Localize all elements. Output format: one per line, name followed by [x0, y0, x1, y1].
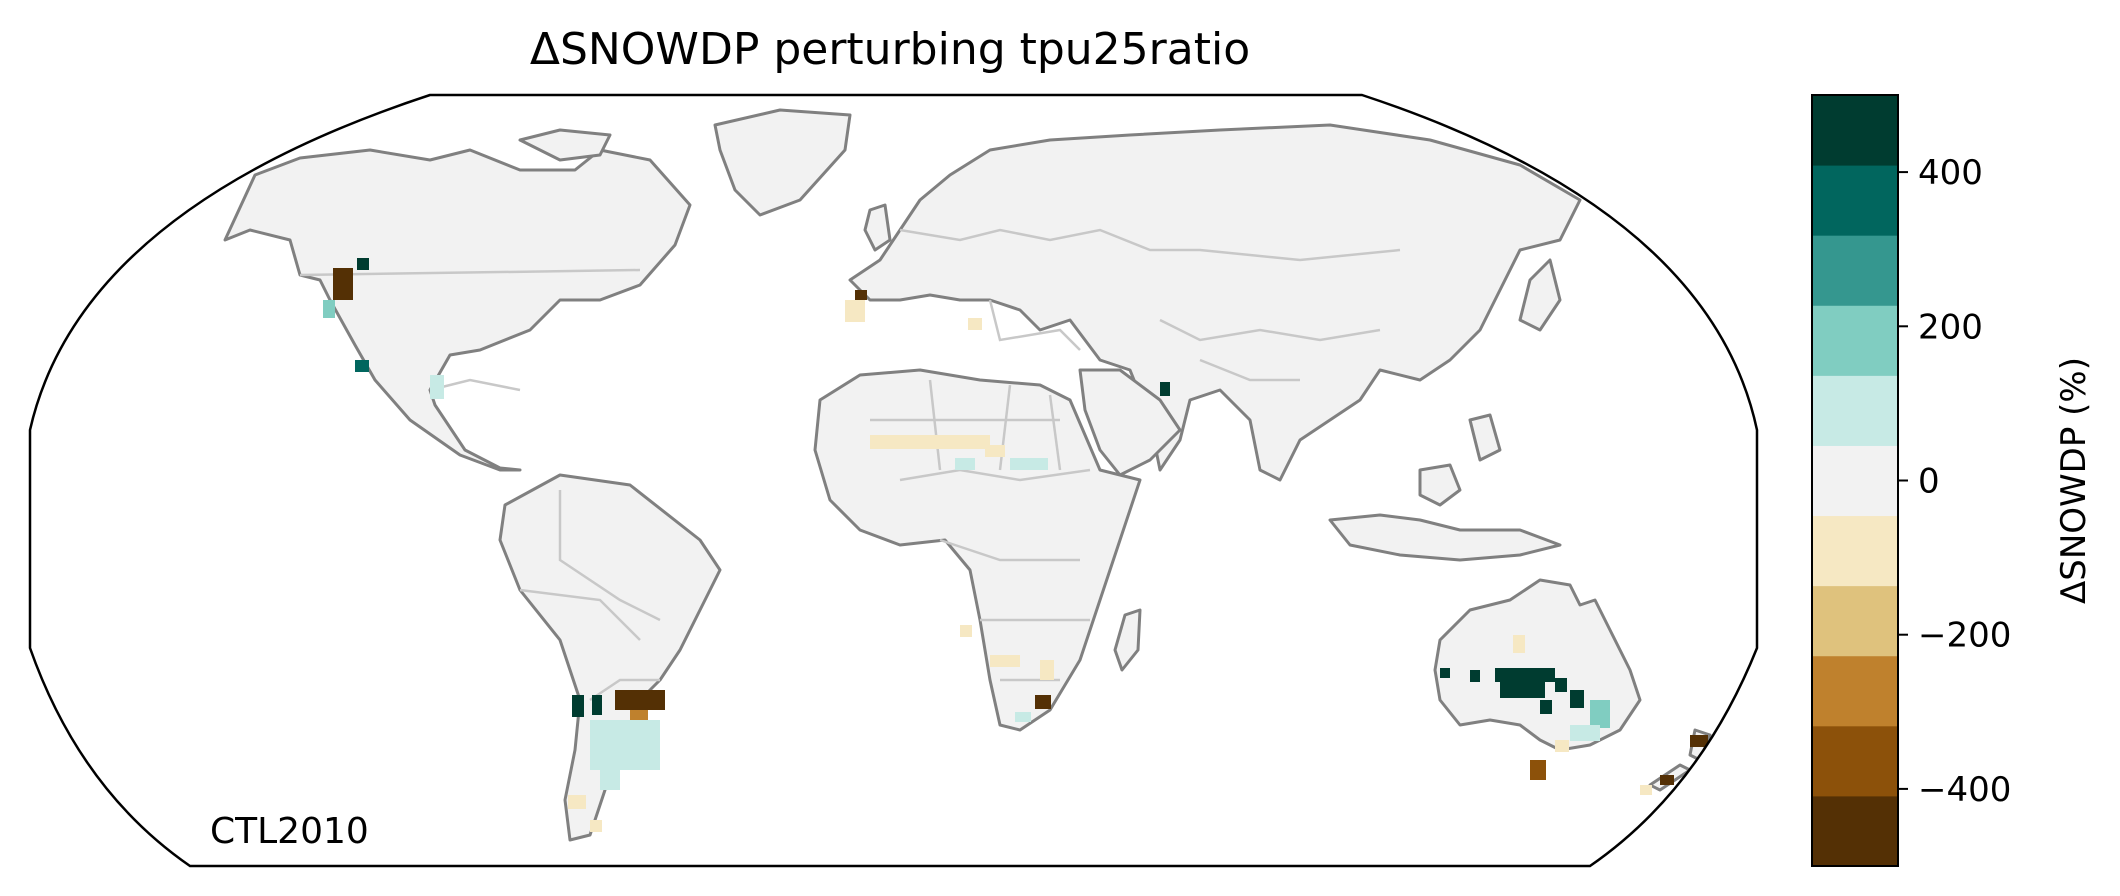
landmass-madagascar: [1113, 608, 1142, 672]
landmass-british-isles: [863, 203, 892, 252]
colorbar-segment: [1812, 515, 1898, 587]
colorbar-segment: [1812, 375, 1898, 446]
land-masses: [223, 108, 1712, 842]
world-map: [28, 93, 1759, 868]
landmass-greenland: [713, 108, 852, 217]
colorbar-segment: [1812, 95, 1898, 166]
landmass-north-america: [223, 148, 692, 472]
colorbar-segment: [1812, 585, 1898, 657]
landmass-eurasia: [848, 123, 1582, 482]
colorbar-tick-label: 200: [1918, 307, 1983, 347]
colorbar-segment: [1812, 445, 1898, 517]
map-title: ΔSNOWDP perturbing tpu25ratio: [530, 24, 1250, 75]
landmass-philippines: [1468, 413, 1502, 462]
colorbar-tick-label: −400: [1918, 770, 2011, 810]
landmass-japan: [1518, 258, 1562, 332]
colorbar-segment: [1812, 655, 1898, 727]
landmass-australia: [1433, 578, 1642, 752]
colorbar-segment: [1812, 235, 1898, 306]
colorbar-segment: [1812, 305, 1898, 376]
landmass-arctic-islands: [518, 128, 612, 162]
colorbar-segment: [1812, 165, 1898, 236]
landmass-arabia: [1078, 368, 1182, 477]
colorbar: 400 200 0 −200 −400 ΔSNOWDP (%): [1811, 94, 2094, 867]
colorbar-tick-label: −200: [1918, 616, 2011, 656]
landmass-borneo: [1418, 463, 1462, 507]
snowdp-anomaly-cells: [323, 258, 1708, 832]
colorbar-label: ΔSNOWDP (%): [2054, 357, 2094, 604]
colorbar-segment: [1812, 725, 1898, 797]
colorbar-segment: [1812, 795, 1898, 867]
landmass-indonesia: [1328, 513, 1562, 562]
colorbar-tick-label: 0: [1918, 462, 1940, 502]
panel-label: CTL2010: [210, 811, 369, 852]
country-borders: [299, 228, 1401, 702]
colorbar-tick-label: 400: [1918, 153, 1983, 193]
map-boundary: [28, 93, 1759, 868]
